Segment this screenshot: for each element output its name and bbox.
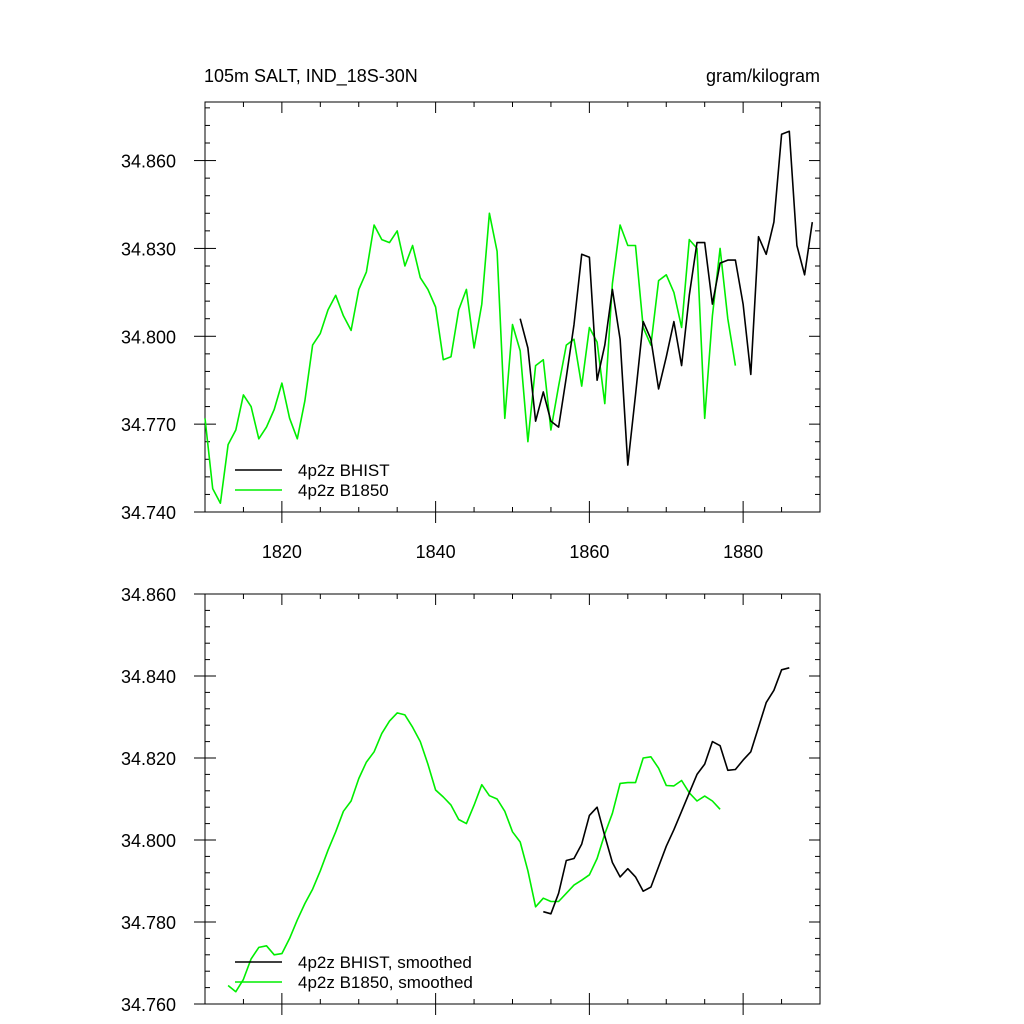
bottom-y-tick-label: 34.800 xyxy=(121,831,176,851)
bottom-y-tick-label: 34.780 xyxy=(121,913,176,933)
top-series-line-0 xyxy=(519,130,814,466)
top-x-tick-label: 1840 xyxy=(416,542,456,562)
top-x-tick-label: 1820 xyxy=(262,542,302,562)
bottom-y-tick-label: 34.760 xyxy=(121,995,176,1015)
top-panel: 105m SALT, IND_18S-30N gram/kilogram 182… xyxy=(121,66,821,562)
top-title-left: 105m SALT, IND_18S-30N xyxy=(204,66,418,87)
top-y-tick-label: 34.830 xyxy=(121,239,176,259)
bottom-legend-label-b1850: 4p2z B1850, smoothed xyxy=(298,973,473,992)
top-lines xyxy=(204,130,814,505)
bottom-legend: 4p2z BHIST, smoothed 4p2z B1850, smoothe… xyxy=(235,953,473,992)
bottom-y-tick-label: 34.820 xyxy=(121,749,176,769)
top-y-tick-label: 34.860 xyxy=(121,152,176,172)
top-title-right: gram/kilogram xyxy=(706,66,820,86)
top-legend-label-b1850: 4p2z B1850 xyxy=(298,481,389,500)
bottom-panel: 34.760 34.780 34.800 34.820 34.840 34.860 4p2… xyxy=(121,585,821,1015)
top-legend-label-bhist: 4p2z BHIST xyxy=(298,461,390,480)
bottom-series-line-1 xyxy=(227,712,721,993)
top-legend: 4p2z BHIST 4p2z B1850 xyxy=(235,461,390,500)
bottom-legend-label-bhist: 4p2z BHIST, smoothed xyxy=(298,953,472,972)
top-x-tick-label: 1860 xyxy=(569,542,609,562)
bottom-y-tick-label: 34.860 xyxy=(121,585,176,605)
top-y-tick-label: 34.740 xyxy=(121,503,176,523)
bottom-ticks: 34.760 34.780 34.800 34.820 34.840 34.860 xyxy=(121,585,821,1015)
top-y-tick-label: 34.770 xyxy=(121,415,176,435)
top-y-tick-label: 34.800 xyxy=(121,327,176,347)
bottom-y-tick-label: 34.840 xyxy=(121,667,176,687)
top-x-tick-label: 1880 xyxy=(723,542,763,562)
bottom-lines xyxy=(227,667,790,993)
top-ticks: 1820 1840 1860 1880 34.740 34.770 34.800 34.830… xyxy=(121,102,821,562)
top-plot-frame xyxy=(204,101,821,513)
top-series-line-1 xyxy=(204,212,737,505)
bottom-plot-frame xyxy=(204,593,821,1005)
bottom-series-line-0 xyxy=(543,667,790,915)
